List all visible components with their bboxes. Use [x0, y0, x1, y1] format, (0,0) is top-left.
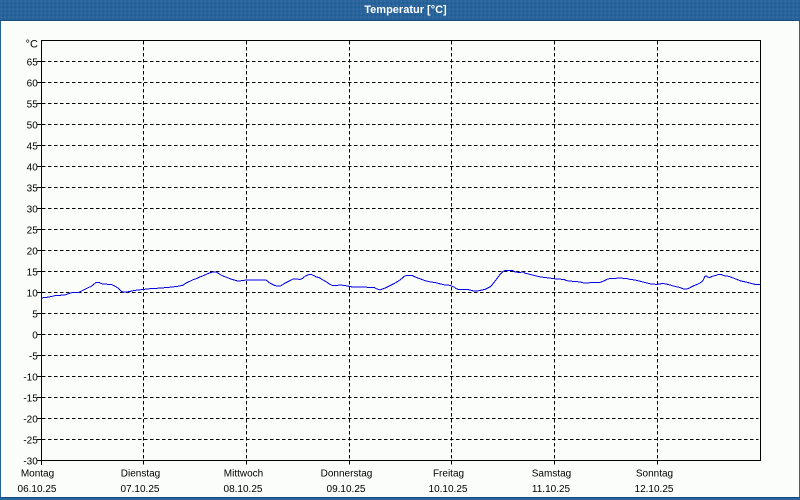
svg-text:°C: °C: [26, 39, 38, 51]
svg-text:06.10.25: 06.10.25: [18, 484, 57, 495]
svg-text:15: 15: [27, 268, 39, 279]
svg-text:Sonntag: Sonntag: [636, 469, 673, 480]
svg-text:Freitag: Freitag: [433, 469, 464, 480]
svg-text:-20: -20: [23, 415, 38, 426]
svg-text:35: 35: [27, 184, 39, 195]
svg-text:40: 40: [27, 163, 39, 174]
svg-text:-15: -15: [23, 394, 38, 405]
svg-text:0: 0: [32, 331, 38, 342]
svg-text:30: 30: [27, 205, 39, 216]
svg-text:10: 10: [27, 289, 39, 300]
svg-text:09.10.25: 09.10.25: [327, 484, 366, 495]
svg-text:07.10.25: 07.10.25: [121, 484, 160, 495]
svg-text:60: 60: [27, 79, 39, 90]
svg-text:25: 25: [27, 226, 39, 237]
svg-text:Montag: Montag: [21, 469, 54, 480]
svg-text:45: 45: [27, 142, 39, 153]
svg-text:Temperatur [°C]: Temperatur [°C]: [364, 4, 447, 16]
svg-text:08.10.25: 08.10.25: [224, 484, 263, 495]
svg-text:-5: -5: [29, 352, 38, 363]
svg-text:65: 65: [27, 58, 39, 69]
svg-text:-25: -25: [23, 436, 38, 447]
svg-text:Dienstag: Dienstag: [121, 469, 160, 480]
svg-text:50: 50: [27, 121, 39, 132]
svg-text:Mittwoch: Mittwoch: [224, 469, 263, 480]
svg-text:Samstag: Samstag: [532, 469, 571, 480]
svg-text:-10: -10: [23, 373, 38, 384]
svg-text:Donnerstag: Donnerstag: [321, 469, 373, 480]
svg-text:11.10.25: 11.10.25: [532, 484, 571, 495]
svg-text:55: 55: [27, 100, 39, 111]
svg-text:5: 5: [32, 310, 38, 321]
svg-text:12.10.25: 12.10.25: [635, 484, 674, 495]
svg-text:20: 20: [27, 247, 39, 258]
svg-text:10.10.25: 10.10.25: [429, 484, 468, 495]
svg-text:-30: -30: [23, 457, 38, 468]
